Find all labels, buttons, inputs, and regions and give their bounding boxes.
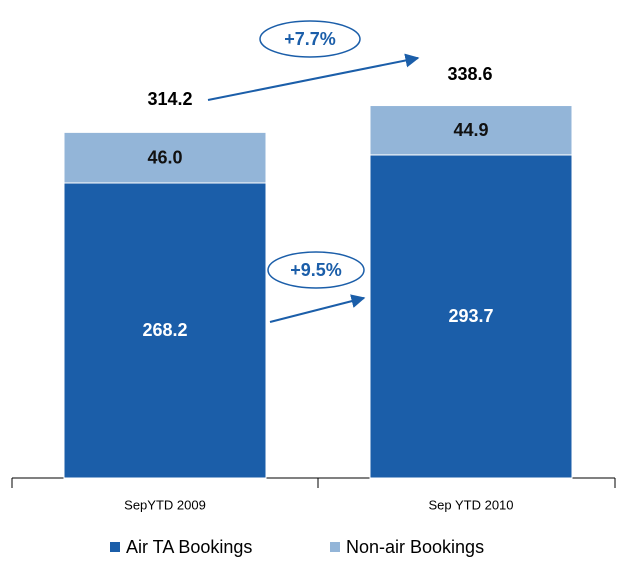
growth-arrow bbox=[269, 294, 366, 323]
legend-label: Non-air Bookings bbox=[346, 537, 484, 557]
bar-segment bbox=[369, 154, 573, 479]
growth-label: +7.7% bbox=[284, 29, 336, 49]
growth-arrow bbox=[207, 53, 420, 101]
data-label: 46.0 bbox=[147, 147, 182, 167]
data-label: 293.7 bbox=[448, 306, 493, 326]
growth-label: +9.5% bbox=[290, 260, 342, 280]
legend-swatch bbox=[110, 542, 120, 552]
bar-segment bbox=[369, 105, 573, 156]
growth-bubble bbox=[259, 20, 361, 58]
total-label: 338.6 bbox=[447, 64, 492, 84]
legend-label: Air TA Bookings bbox=[126, 537, 252, 557]
x-tick-label: Sep YTD 2010 bbox=[428, 497, 513, 512]
total-label: 314.2 bbox=[147, 89, 192, 109]
bar-segment bbox=[63, 131, 267, 184]
data-label: 44.9 bbox=[453, 120, 488, 140]
legend-swatch bbox=[330, 542, 340, 552]
growth-bubble bbox=[267, 251, 365, 289]
data-label: 268.2 bbox=[142, 320, 187, 340]
x-tick-label: SepYTD 2009 bbox=[124, 497, 206, 512]
